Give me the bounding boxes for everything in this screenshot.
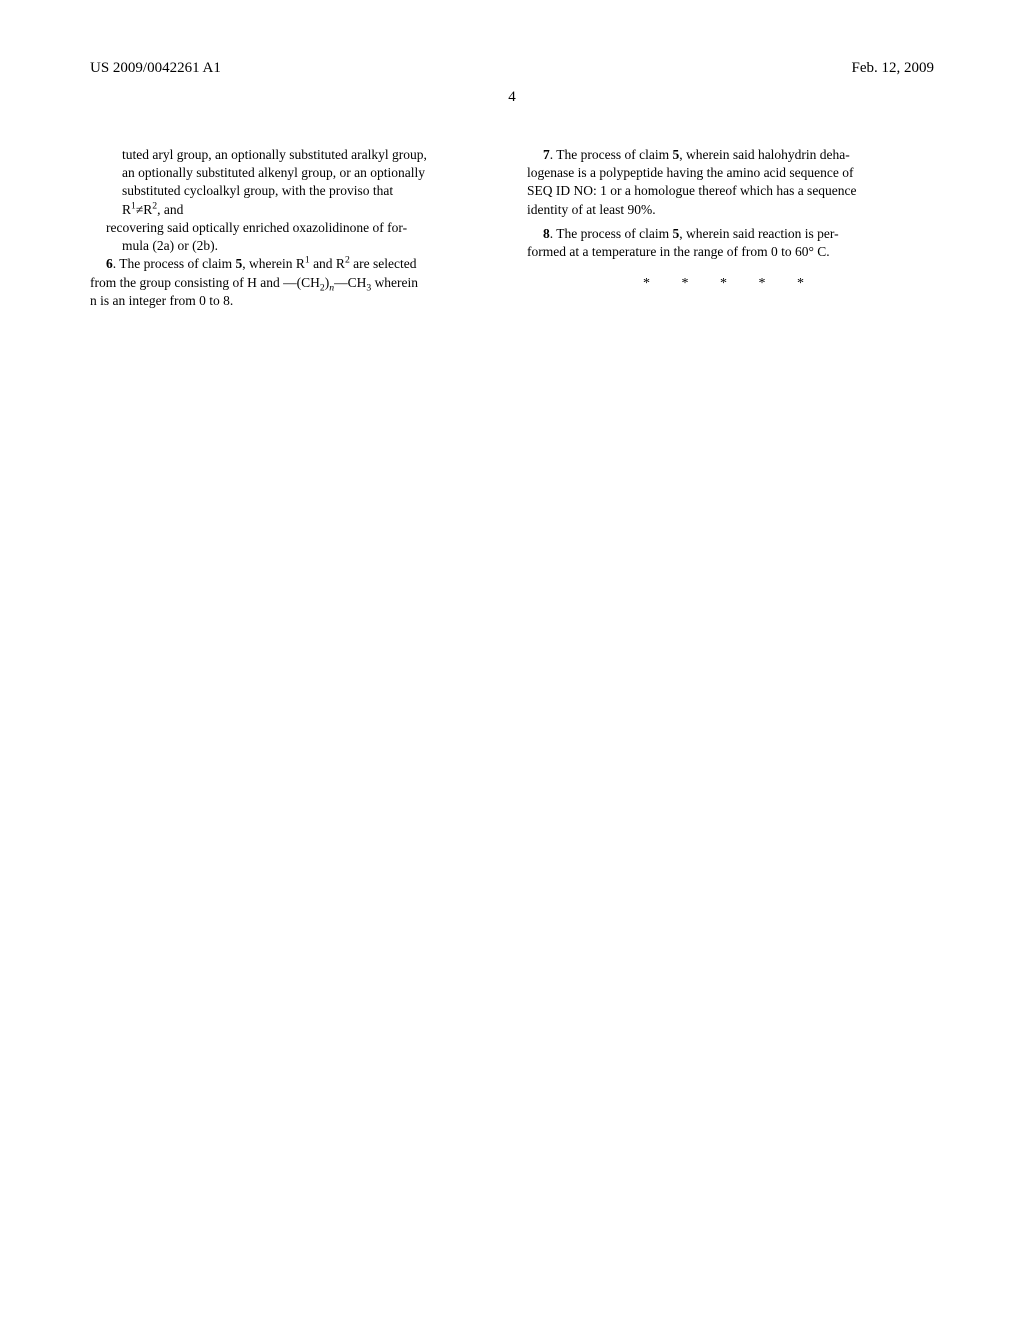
columns: tuted aryl group, an optionally substitu… xyxy=(90,146,934,310)
text: are selected xyxy=(350,256,417,271)
text: and R xyxy=(310,256,345,271)
text-line: tuted aryl group, an optionally substitu… xyxy=(122,146,497,164)
text-line: R1≠R2, and xyxy=(122,201,497,219)
claim-8-line2: formed at a temperature in the range of … xyxy=(527,243,934,261)
text-line: an optionally substituted alkenyl group,… xyxy=(122,164,497,182)
claim-6: 6. The process of claim 5, wherein R1 an… xyxy=(90,255,497,273)
claim-7-line2: logenase is a polypeptide having the ami… xyxy=(527,164,934,182)
text: , wherein said reaction is per- xyxy=(679,226,838,241)
text: ≠R xyxy=(136,202,152,217)
text: wherein xyxy=(371,275,418,290)
claim-recovering: recovering said optically enriched oxazo… xyxy=(90,219,497,255)
text: from the group consisting of H and —(CH xyxy=(90,275,320,290)
end-asterisks: * * * * * xyxy=(527,275,934,294)
right-column: 7. The process of claim 5, wherein said … xyxy=(527,146,934,310)
publication-date: Feb. 12, 2009 xyxy=(852,60,935,77)
claim-6-body: from the group consisting of H and —(CH2… xyxy=(90,274,497,292)
text-line: substituted cycloalkyl group, with the p… xyxy=(122,182,497,200)
claim-8: 8. The process of claim 5, wherein said … xyxy=(527,225,934,243)
text: , and xyxy=(157,202,183,217)
left-column: tuted aryl group, an optionally substitu… xyxy=(90,146,497,310)
text: . The process of claim xyxy=(550,147,673,162)
text: . The process of claim xyxy=(113,256,236,271)
text: R xyxy=(122,202,131,217)
text: . The process of claim xyxy=(550,226,673,241)
page-number: 4 xyxy=(90,89,934,106)
text-line: recovering said optically enriched oxazo… xyxy=(106,219,497,237)
claim-number: 6 xyxy=(106,256,113,271)
publication-number: US 2009/0042261 A1 xyxy=(90,60,221,77)
claim-number: 8 xyxy=(543,226,550,241)
text: —CH xyxy=(334,275,366,290)
text: , wherein said halohydrin deha- xyxy=(679,147,850,162)
claim-7-line3: SEQ ID NO: 1 or a homologue thereof whic… xyxy=(527,182,934,200)
claim-7-line4: identity of at least 90%. xyxy=(527,201,934,219)
text: , wherein R xyxy=(242,256,305,271)
claim-7: 7. The process of claim 5, wherein said … xyxy=(527,146,934,164)
claim-fragment-continuation: tuted aryl group, an optionally substitu… xyxy=(90,146,497,219)
text-line: mula (2a) or (2b). xyxy=(106,237,497,255)
claim-6-body-line3: n is an integer from 0 to 8. xyxy=(90,292,497,310)
claim-number: 7 xyxy=(543,147,550,162)
